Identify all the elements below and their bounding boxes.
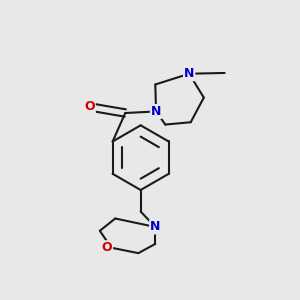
Text: N: N — [184, 67, 194, 80]
Text: O: O — [84, 100, 95, 113]
Text: O: O — [101, 241, 112, 254]
Text: N: N — [150, 220, 160, 233]
Text: N: N — [151, 105, 161, 118]
